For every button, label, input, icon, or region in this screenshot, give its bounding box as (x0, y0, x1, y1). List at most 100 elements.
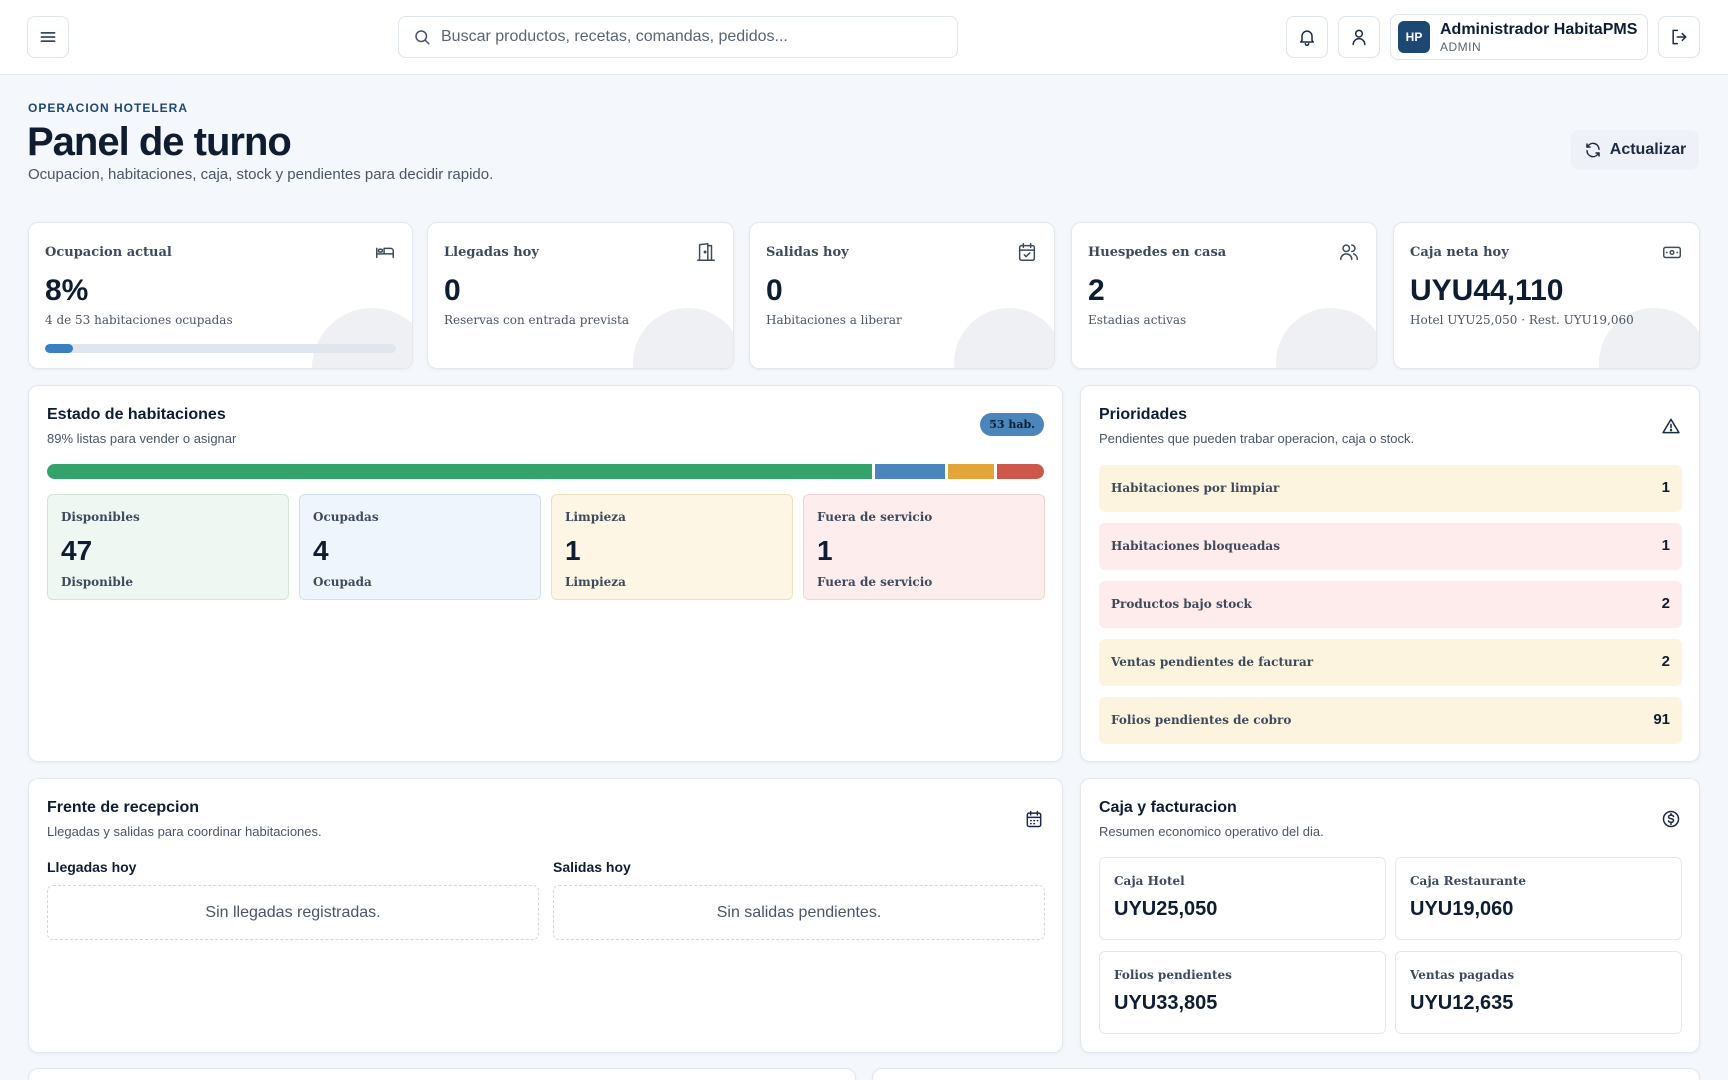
next-card-right (872, 1068, 1700, 1080)
status-foot: Disponible (61, 575, 133, 589)
departures-empty: Sin salidas pendientes. (553, 885, 1045, 940)
kpi-label: Salidas hoy (766, 245, 849, 260)
kpi-value: 0 (444, 274, 461, 307)
search-input[interactable] (441, 28, 921, 46)
money-value: UYU25,050 (1114, 898, 1218, 920)
top-bar: HP Administrador HabitaPMS ADMIN (0, 0, 1728, 75)
priority-count: 91 (1653, 711, 1670, 728)
priority-label: Folios pendientes de cobro (1111, 713, 1292, 727)
cash-hotel-box: Caja Hotel UYU25,050 (1099, 857, 1386, 940)
arrivals-title: Llegadas hoy (47, 859, 137, 875)
occupancy-progress-fill (45, 344, 74, 353)
room-status-segment (47, 464, 872, 479)
card-subtitle: Pendientes que pueden trabar operacion, … (1099, 431, 1415, 446)
card-title: Prioridades (1099, 406, 1188, 423)
refresh-button[interactable]: Actualizar (1571, 130, 1699, 170)
kpi-sub: Hotel UYU25,050 · Rest. UYU19,060 (1410, 313, 1634, 327)
dollar-icon (1662, 810, 1680, 828)
arrivals-empty: Sin llegadas registradas. (47, 885, 539, 940)
kpi-value: 0 (766, 274, 783, 307)
bed-icon (376, 247, 394, 259)
status-foot: Ocupada (313, 575, 372, 589)
kpi-cash: Caja neta hoy UYU44,110 Hotel UYU25,050 … (1393, 222, 1700, 369)
kpi-label: Huespedes en casa (1088, 245, 1227, 260)
status-out-of-service: Fuera de servicio 1 Fuera de servicio (803, 494, 1045, 600)
kpi-label: Ocupacion actual (45, 245, 172, 260)
refresh-label: Actualizar (1609, 141, 1687, 158)
status-label: Disponibles (61, 510, 140, 524)
door-icon (697, 243, 715, 261)
priority-label: Habitaciones por limpiar (1111, 481, 1280, 495)
search-icon (415, 30, 430, 45)
priority-item[interactable]: Habitaciones por limpiar 1 (1099, 465, 1682, 512)
status-label: Limpieza (565, 510, 626, 524)
status-value: 4 (313, 535, 329, 566)
user-menu[interactable]: HP Administrador HabitaPMS ADMIN (1390, 14, 1648, 60)
page-subtitle: Ocupacion, habitaciones, caja, stock y p… (28, 166, 494, 183)
money-label: Folios pendientes (1114, 968, 1232, 982)
money-value: UYU33,805 (1114, 992, 1218, 1014)
status-value: 1 (565, 535, 581, 566)
status-foot: Fuera de servicio (817, 575, 933, 589)
kpi-label: Caja neta hoy (1410, 245, 1509, 260)
profile-button[interactable] (1338, 16, 1380, 58)
status-foot: Limpieza (565, 575, 626, 589)
room-status-bar (47, 464, 1044, 479)
card-title: Estado de habitaciones (47, 406, 226, 423)
priorities-card: Prioridades Pendientes que pueden trabar… (1080, 385, 1700, 762)
kpi-value: UYU44,110 (1410, 274, 1564, 307)
priority-label: Productos bajo stock (1111, 597, 1252, 611)
kpi-arrivals: Llegadas hoy 0 Reservas con entrada prev… (427, 222, 734, 369)
bell-icon (1300, 30, 1314, 47)
calendar-icon (1026, 810, 1042, 828)
kpi-label: Llegadas hoy (444, 245, 539, 260)
status-available: Disponibles 47 Disponible (47, 494, 289, 600)
reception-card: Frente de recepcion Llegadas y salidas p… (28, 778, 1063, 1053)
kpi-sub: Habitaciones a liberar (766, 313, 902, 327)
money-label: Caja Restaurante (1410, 874, 1527, 888)
status-label: Ocupadas (313, 510, 379, 524)
status-value: 47 (61, 535, 93, 566)
kpi-sub: Reservas con entrada prevista (444, 313, 629, 327)
kpi-occupancy: Ocupacion actual 8% 4 de 53 habitaciones… (28, 222, 413, 369)
priority-item[interactable]: Folios pendientes de cobro 91 (1099, 697, 1682, 744)
users-icon (1340, 244, 1358, 261)
warning-icon (1662, 418, 1680, 434)
money-label: Ventas pagadas (1410, 968, 1515, 982)
page-title: Panel de turno (27, 120, 292, 164)
money-value: UYU12,635 (1410, 992, 1514, 1014)
menu-button[interactable] (27, 16, 69, 58)
status-label: Fuera de servicio (817, 510, 933, 524)
card-title: Frente de recepcion (47, 799, 200, 816)
priority-count: 2 (1661, 653, 1670, 670)
room-count-badge: 53 hab. (980, 413, 1044, 436)
priority-item[interactable]: Productos bajo stock 2 (1099, 581, 1682, 628)
notifications-button[interactable] (1286, 16, 1328, 58)
card-title: Caja y facturacion (1099, 799, 1237, 816)
status-value: 1 (817, 535, 833, 566)
search-bar[interactable] (398, 16, 958, 58)
room-status-segment (997, 464, 1044, 479)
refresh-icon (1586, 142, 1600, 158)
pending-folios-box: Folios pendientes UYU33,805 (1099, 951, 1386, 1034)
priority-item[interactable]: Ventas pendientes de facturar 2 (1099, 639, 1682, 686)
next-card-left (28, 1068, 856, 1080)
priority-count: 1 (1661, 537, 1670, 554)
user-name: Administrador HabitaPMS (1440, 20, 1638, 38)
priority-label: Ventas pendientes de facturar (1111, 655, 1314, 669)
billing-card: Caja y facturacion Resumen economico ope… (1080, 778, 1700, 1053)
room-status-segment (874, 464, 945, 479)
kpi-sub: Estadias activas (1088, 313, 1187, 327)
card-subtitle: 89% listas para vender o asignar (47, 431, 237, 446)
logout-icon (1672, 29, 1687, 45)
kpi-sub: 4 de 53 habitaciones ocupadas (45, 313, 233, 327)
kpi-guests: Huespedes en casa 2 Estadias activas (1071, 222, 1377, 369)
user-role: ADMIN (1440, 39, 1482, 54)
occupancy-progress-bar (45, 344, 396, 353)
priority-item[interactable]: Habitaciones bloqueadas 1 (1099, 523, 1682, 570)
menu-icon (40, 32, 56, 42)
priority-label: Habitaciones bloqueadas (1111, 539, 1280, 553)
departures-title: Salidas hoy (553, 859, 631, 875)
user-icon (1352, 29, 1366, 46)
logout-button[interactable] (1658, 16, 1700, 58)
